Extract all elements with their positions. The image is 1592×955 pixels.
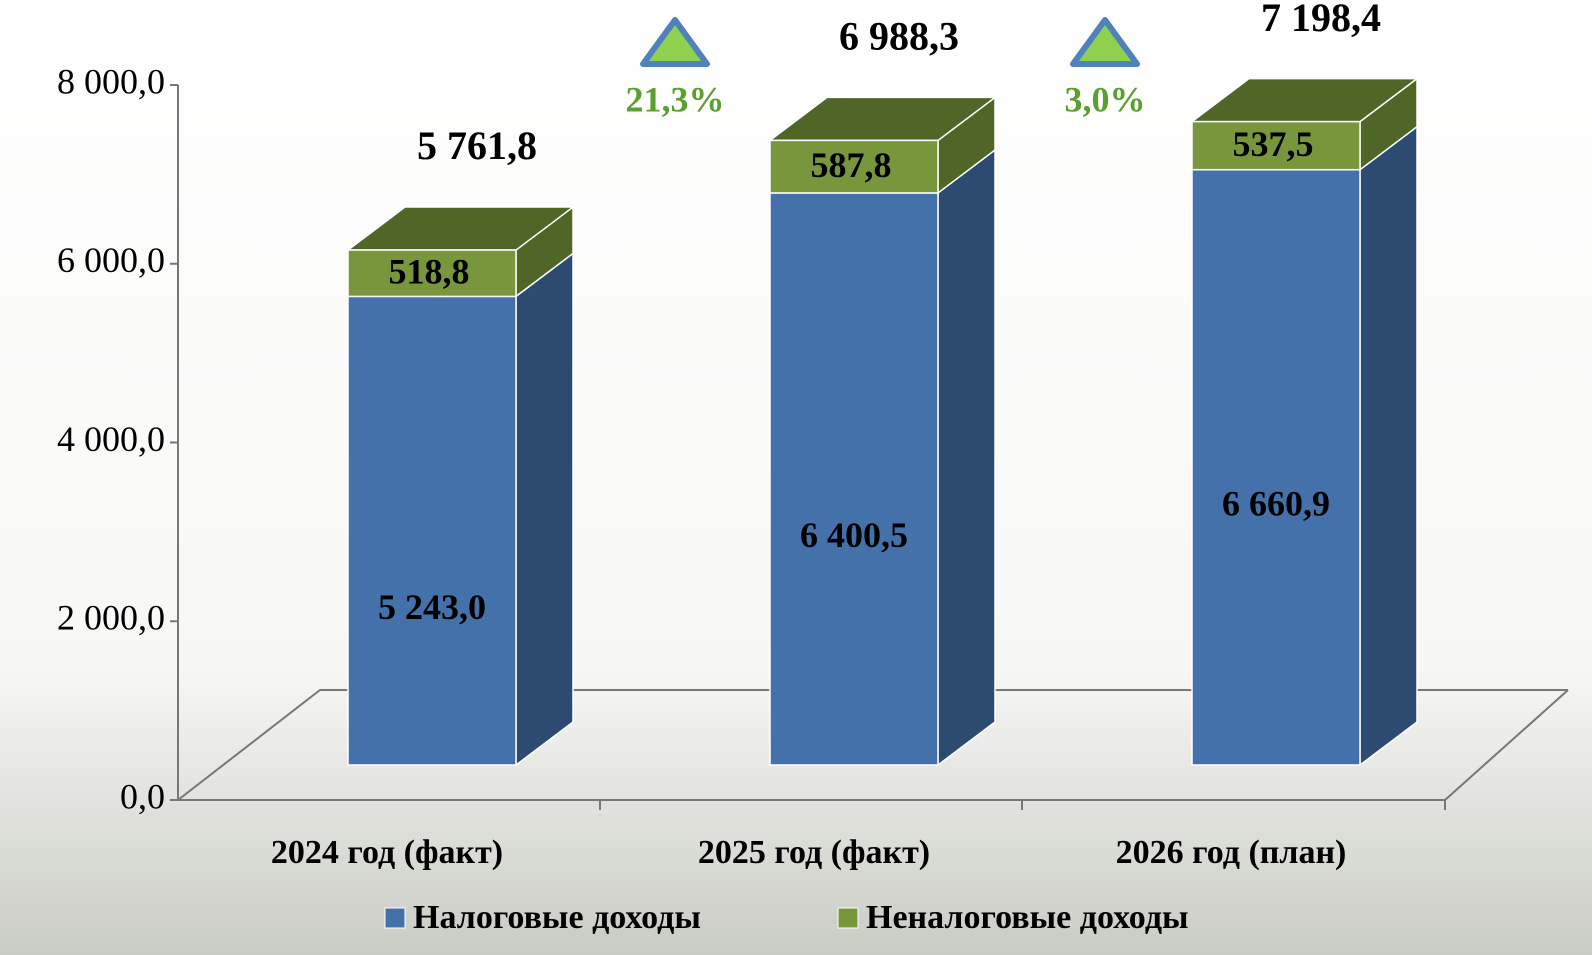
floor-back <box>177 689 1568 801</box>
bar <box>347 249 517 298</box>
y-tick-label: 4 000,0 <box>57 419 165 459</box>
value-label: 518,8 <box>389 251 470 291</box>
legend-label: Налоговые доходы <box>413 899 701 936</box>
y-tick-label: 8 000,0 <box>57 61 165 101</box>
bar-side <box>515 251 574 767</box>
legend-swatch <box>837 907 859 929</box>
total-label: 7 198,4 <box>1261 0 1381 40</box>
total-label: 6 988,3 <box>839 14 959 59</box>
growth-label: 3,0% <box>1065 79 1146 119</box>
total-label: 5 761,8 <box>417 123 537 168</box>
bar <box>347 295 517 766</box>
x-tick-label: 2024 год (факт) <box>271 834 503 871</box>
bar <box>769 192 939 766</box>
value-label: 6 660,9 <box>1222 484 1330 524</box>
value-label: 537,5 <box>1233 124 1314 164</box>
bar <box>1191 120 1361 171</box>
legend-swatch <box>384 907 406 929</box>
x-tick-label: 2025 год (факт) <box>698 834 930 871</box>
bar <box>1191 168 1361 766</box>
y-tick-label: 2 000,0 <box>57 598 165 638</box>
legend-label: Неналоговые доходы <box>866 899 1189 936</box>
x-tick-label: 2026 год (план) <box>1116 834 1347 871</box>
value-label: 5 243,0 <box>378 587 486 627</box>
growth-arrow <box>1070 17 1140 67</box>
y-tick-label: 6 000,0 <box>57 240 165 280</box>
bar-side <box>937 148 996 767</box>
bar <box>769 139 939 194</box>
bar-side <box>1359 125 1418 767</box>
y-tick-label: 0,0 <box>120 776 165 816</box>
growth-label: 21,3% <box>626 79 725 119</box>
value-label: 587,8 <box>811 145 892 185</box>
growth-arrow <box>640 17 710 67</box>
value-label: 6 400,5 <box>800 515 908 555</box>
